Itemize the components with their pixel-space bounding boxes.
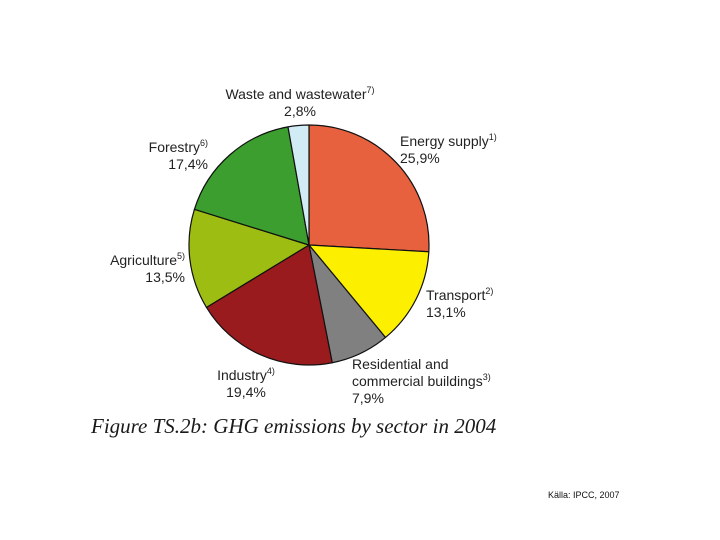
pie-slice-energy-supply — [308, 124, 430, 253]
value-residential-commercial: 7,9% — [352, 390, 384, 406]
chart-title: Figure TS.2b: GHG emissions by sector in… — [91, 414, 497, 438]
label-residential-commercial: Residential and commercial buildings3) 7… — [352, 356, 491, 406]
label-industry: Industry4) 19,4% — [196, 367, 296, 401]
pie-slice-forestry — [193, 126, 310, 246]
label-waste: Waste and wastewater7) 2,8% — [200, 86, 400, 120]
label-agriculture: Agriculture5) 13,5% — [80, 252, 185, 286]
value-industry: 19,4% — [226, 384, 266, 400]
source-note: Källa: IPCC, 2007 — [548, 490, 620, 500]
pie-slice-industry — [205, 244, 333, 366]
value-transport: 13,1% — [426, 304, 466, 320]
value-forestry: 17,4% — [168, 156, 208, 172]
pie-slice-agriculture — [188, 208, 310, 308]
label-energy-supply: Energy supply1) 25,9% — [400, 132, 497, 167]
value-waste: 2,8% — [284, 103, 316, 119]
pie-slice-waste-and-wastewater — [287, 124, 310, 246]
label-forestry: Forestry6) 17,4% — [110, 139, 208, 173]
value-agriculture: 13,5% — [145, 269, 185, 285]
pie-slice-transport — [308, 244, 430, 339]
value-energy-supply: 25,9% — [400, 150, 440, 166]
label-transport: Transport2) 13,1% — [426, 286, 494, 321]
